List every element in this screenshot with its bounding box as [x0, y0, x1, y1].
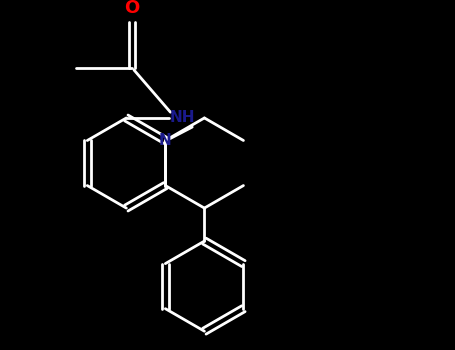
Text: N: N	[159, 133, 172, 148]
Text: NH: NH	[169, 111, 195, 125]
Text: O: O	[125, 0, 140, 17]
